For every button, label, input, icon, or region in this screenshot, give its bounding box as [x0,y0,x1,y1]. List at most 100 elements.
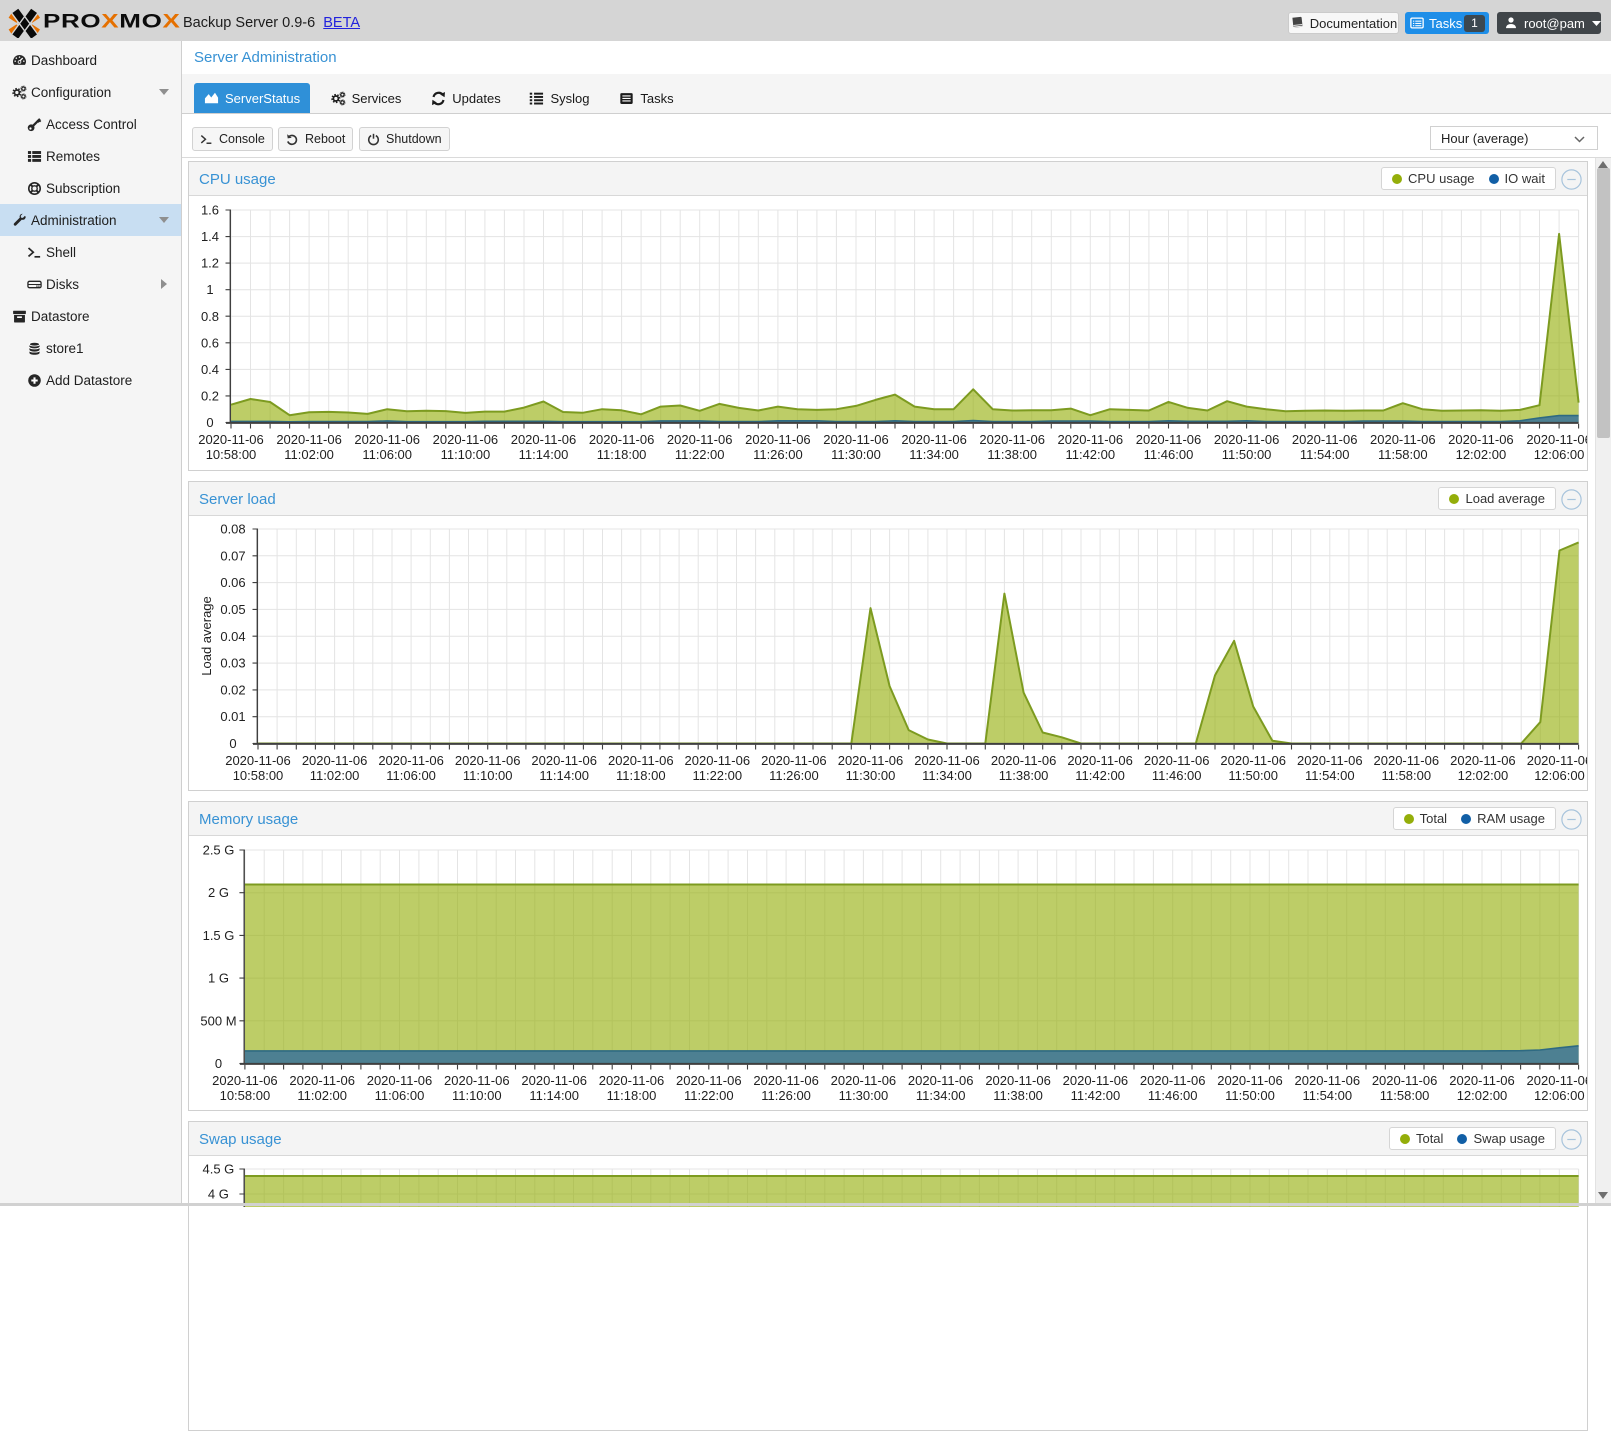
svg-text:11:30:00: 11:30:00 [846,768,896,783]
svg-text:12:02:00: 12:02:00 [1458,768,1509,783]
svg-text:0.2: 0.2 [201,388,219,403]
svg-text:2020-11-06: 2020-11-06 [225,753,291,768]
svg-text:2 G: 2 G [208,885,229,900]
svg-text:1.5 G: 1.5 G [203,928,235,943]
svg-text:11:50:00: 11:50:00 [1225,1088,1275,1103]
svg-text:11:38:00: 11:38:00 [999,768,1049,783]
svg-text:500 M: 500 M [200,1013,236,1028]
svg-text:0.05: 0.05 [220,602,245,617]
svg-text:11:38:00: 11:38:00 [993,1088,1043,1103]
svg-text:11:46:00: 11:46:00 [1148,1088,1198,1103]
svg-text:2020-11-06: 2020-11-06 [1063,1073,1129,1088]
svg-text:11:02:00: 11:02:00 [297,1088,347,1103]
svg-text:11:18:00: 11:18:00 [607,1088,657,1103]
svg-text:11:58:00: 11:58:00 [1381,768,1431,783]
svg-text:2020-11-06: 2020-11-06 [1370,432,1436,447]
svg-text:12:06:00: 12:06:00 [1534,447,1585,462]
svg-text:11:26:00: 11:26:00 [753,447,803,462]
svg-text:2020-11-06: 2020-11-06 [667,432,733,447]
svg-text:0: 0 [215,1056,222,1071]
svg-text:2020-11-06: 2020-11-06 [838,753,904,768]
svg-text:11:14:00: 11:14:00 [539,768,589,783]
svg-text:0: 0 [229,736,236,751]
svg-text:2020-11-06: 2020-11-06 [676,1073,742,1088]
svg-text:Load average: Load average [199,596,214,676]
svg-text:2020-11-06: 2020-11-06 [761,753,827,768]
svg-text:2020-11-06: 2020-11-06 [1374,753,1440,768]
svg-text:0.6: 0.6 [201,335,219,350]
svg-text:2020-11-06: 2020-11-06 [1372,1073,1438,1088]
svg-text:2020-11-06: 2020-11-06 [302,753,368,768]
svg-text:11:30:00: 11:30:00 [831,447,881,462]
svg-text:11:22:00: 11:22:00 [675,447,725,462]
svg-text:11:58:00: 11:58:00 [1380,1088,1430,1103]
svg-text:2020-11-06: 2020-11-06 [354,432,420,447]
svg-text:0.03: 0.03 [220,656,245,671]
svg-text:11:42:00: 11:42:00 [1075,768,1125,783]
svg-text:2020-11-06: 2020-11-06 [979,432,1045,447]
svg-text:2020-11-06: 2020-11-06 [908,1073,974,1088]
svg-text:2020-11-06: 2020-11-06 [511,432,577,447]
svg-text:2020-11-06: 2020-11-06 [599,1073,665,1088]
svg-text:2020-11-06: 2020-11-06 [1140,1073,1206,1088]
svg-text:2020-11-06: 2020-11-06 [831,1073,897,1088]
svg-text:2020-11-06: 2020-11-06 [212,1073,278,1088]
svg-text:2020-11-06: 2020-11-06 [276,432,342,447]
svg-text:11:34:00: 11:34:00 [922,768,972,783]
svg-text:2020-11-06: 2020-11-06 [1449,1073,1515,1088]
svg-text:0.04: 0.04 [220,629,245,644]
svg-text:10:58:00: 10:58:00 [206,447,257,462]
svg-text:2020-11-06: 2020-11-06 [1448,432,1514,447]
svg-text:0.4: 0.4 [201,362,219,377]
svg-text:2020-11-06: 2020-11-06 [1220,753,1286,768]
svg-text:2020-11-06: 2020-11-06 [823,432,889,447]
svg-text:11:10:00: 11:10:00 [452,1088,502,1103]
svg-text:2020-11-06: 2020-11-06 [991,753,1057,768]
svg-text:2020-11-06: 2020-11-06 [1067,753,1133,768]
svg-text:11:38:00: 11:38:00 [987,447,1037,462]
svg-text:2020-11-06: 2020-11-06 [455,753,521,768]
svg-text:10:58:00: 10:58:00 [220,1088,271,1103]
svg-text:11:42:00: 11:42:00 [1071,1088,1121,1103]
svg-text:11:18:00: 11:18:00 [616,768,666,783]
svg-text:11:30:00: 11:30:00 [839,1088,889,1103]
svg-text:0.01: 0.01 [220,709,245,724]
svg-text:11:18:00: 11:18:00 [597,447,647,462]
svg-text:2020-11-06: 2020-11-06 [433,432,499,447]
svg-text:11:06:00: 11:06:00 [386,768,436,783]
svg-text:2020-11-06: 2020-11-06 [745,432,811,447]
svg-text:1.4: 1.4 [201,229,219,244]
svg-text:2020-11-06: 2020-11-06 [1295,1073,1361,1088]
svg-text:2.5 G: 2.5 G [203,843,235,858]
svg-text:11:10:00: 11:10:00 [441,447,491,462]
svg-text:11:58:00: 11:58:00 [1378,447,1428,462]
svg-text:12:06:00: 12:06:00 [1534,1088,1585,1103]
svg-text:2020-11-06: 2020-11-06 [985,1073,1051,1088]
svg-text:0: 0 [206,415,213,430]
svg-text:2020-11-06: 2020-11-06 [367,1073,433,1088]
svg-text:11:02:00: 11:02:00 [310,768,360,783]
svg-text:11:54:00: 11:54:00 [1300,447,1350,462]
svg-text:2020-11-06: 2020-11-06 [1292,432,1358,447]
svg-text:11:42:00: 11:42:00 [1065,447,1115,462]
svg-text:2020-11-06: 2020-11-06 [1217,1073,1283,1088]
svg-text:0.8: 0.8 [201,309,219,324]
svg-text:2020-11-06: 2020-11-06 [608,753,674,768]
svg-text:2020-11-06: 2020-11-06 [531,753,597,768]
svg-text:1.2: 1.2 [201,256,219,271]
svg-text:12:02:00: 12:02:00 [1456,447,1507,462]
svg-text:2020-11-06: 2020-11-06 [1214,432,1280,447]
svg-text:11:54:00: 11:54:00 [1305,768,1355,783]
svg-text:2020-11-06: 2020-11-06 [1526,432,1587,447]
svg-text:4 G: 4 G [208,1187,229,1202]
svg-text:10:58:00: 10:58:00 [233,768,284,783]
svg-text:1: 1 [206,282,213,297]
svg-text:2020-11-06: 2020-11-06 [444,1073,510,1088]
svg-text:11:34:00: 11:34:00 [909,447,959,462]
svg-text:2020-11-06: 2020-11-06 [1527,1073,1587,1088]
svg-text:11:54:00: 11:54:00 [1302,1088,1352,1103]
svg-text:2020-11-06: 2020-11-06 [685,753,751,768]
svg-text:2020-11-06: 2020-11-06 [901,432,967,447]
svg-text:0.07: 0.07 [220,548,245,563]
svg-text:11:46:00: 11:46:00 [1152,768,1202,783]
